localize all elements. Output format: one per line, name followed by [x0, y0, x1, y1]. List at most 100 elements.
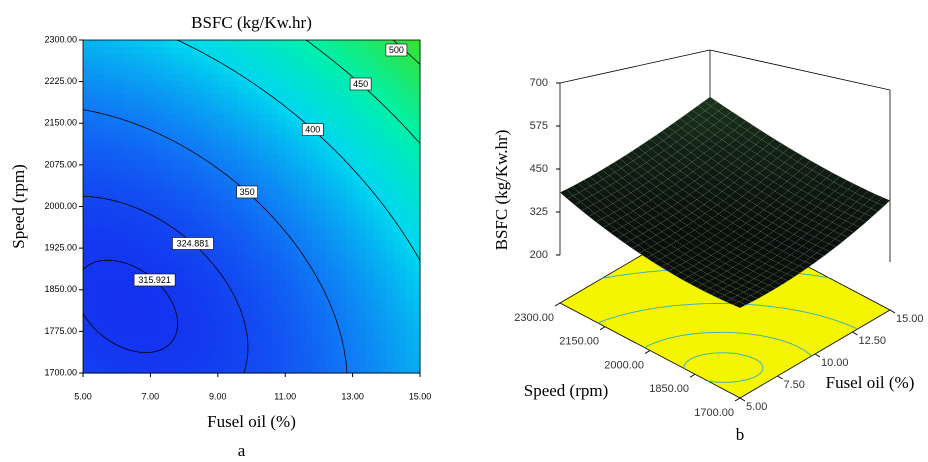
- heat-cell: [136, 193, 145, 201]
- heat-cell: [217, 339, 226, 347]
- heat-cell: [393, 239, 401, 248]
- surface-cell: [755, 281, 770, 289]
- heat-cell: [123, 346, 131, 354]
- heat-cell: [366, 126, 374, 134]
- heat-cell: [150, 359, 158, 367]
- heat-cell: [251, 86, 259, 94]
- heat-cell: [345, 53, 354, 61]
- heat-cell: [278, 359, 286, 367]
- heat-cell: [103, 259, 111, 268]
- heat-cell: [204, 306, 212, 314]
- heat-cell: [332, 40, 340, 48]
- heat-cell: [184, 273, 192, 281]
- heat-cell: [116, 253, 125, 261]
- heat-cell: [366, 353, 374, 361]
- heat-cell: [157, 226, 165, 234]
- heat-cell: [399, 366, 408, 374]
- heat-cell: [291, 119, 300, 128]
- heat-cell: [197, 339, 205, 347]
- heat-cell: [264, 166, 273, 174]
- heat-cell: [123, 139, 131, 148]
- heat-cell: [150, 99, 158, 108]
- heat-cell: [372, 353, 381, 361]
- heat-cell: [103, 213, 111, 221]
- heat-cell: [83, 286, 91, 294]
- heat-cell: [231, 186, 239, 194]
- heat-cell: [298, 193, 307, 201]
- heat-cell: [318, 73, 327, 81]
- heat-cell: [318, 233, 327, 241]
- heat-cell: [258, 59, 266, 68]
- heat-cell: [345, 319, 354, 327]
- heat-cell: [258, 199, 266, 208]
- heat-cell: [352, 53, 360, 61]
- surface-cell: [720, 270, 735, 279]
- surface-cell: [617, 187, 632, 197]
- heat-cell: [103, 193, 111, 201]
- surface-cell: [640, 162, 654, 173]
- heat-cell: [399, 293, 408, 301]
- heat-cell: [406, 213, 414, 221]
- heat-cell: [379, 139, 387, 148]
- heat-cell: [163, 353, 172, 361]
- heat-cell: [359, 106, 367, 114]
- heat-cell: [386, 99, 394, 108]
- heat-cell: [109, 153, 118, 161]
- surface-cell: [684, 250, 699, 259]
- surface-cell: [767, 274, 782, 282]
- heat-cell: [291, 86, 300, 94]
- heat-cell: [413, 319, 421, 327]
- surface-cell: [798, 261, 813, 270]
- heat-cell: [406, 159, 414, 168]
- heat-cell: [399, 333, 408, 341]
- heat-cell: [359, 113, 367, 121]
- heat-cell: [184, 259, 192, 268]
- heat-cell: [379, 159, 387, 168]
- surface-cell: [678, 156, 693, 167]
- heat-cell: [177, 266, 185, 274]
- heat-cell: [83, 186, 91, 194]
- heat-cell: [163, 299, 172, 307]
- heat-cell: [339, 139, 347, 148]
- heat-cell: [359, 353, 367, 361]
- heat-cell: [238, 73, 246, 81]
- heat-cell: [136, 359, 145, 367]
- surface-cell: [637, 142, 652, 154]
- surface-cell: [605, 194, 620, 204]
- heat-cell: [258, 259, 266, 268]
- heat-cell: [413, 346, 421, 354]
- surface-cell: [652, 154, 666, 165]
- heat-cell: [143, 313, 151, 321]
- heat-cell: [352, 313, 360, 321]
- heat-cell: [393, 233, 401, 241]
- heat-cell: [197, 126, 205, 134]
- heat-cell: [325, 186, 333, 194]
- heat-cell: [386, 86, 394, 94]
- heat-cell: [136, 186, 145, 194]
- heat-cell: [157, 193, 165, 201]
- heat-cell: [406, 166, 414, 174]
- heat-cell: [103, 66, 111, 74]
- heat-cell: [83, 339, 91, 347]
- heat-cell: [143, 346, 151, 354]
- heat-cell: [278, 166, 286, 174]
- heat-cell: [399, 319, 408, 327]
- heat-cell: [305, 153, 313, 161]
- heat-cell: [393, 173, 401, 181]
- heat-cell: [345, 186, 354, 194]
- heat-cell: [366, 339, 374, 347]
- heat-cell: [184, 93, 192, 101]
- heat-cell: [271, 313, 280, 321]
- heat-cell: [332, 126, 340, 134]
- heat-cell: [318, 40, 327, 48]
- heat-cell: [366, 99, 374, 108]
- surface-cell: [678, 253, 693, 262]
- heat-cell: [291, 259, 300, 268]
- heat-cell: [217, 366, 226, 374]
- heat-cell: [312, 59, 320, 68]
- heat-cell: [352, 73, 360, 81]
- surface-cell: [846, 223, 861, 233]
- heat-cell: [96, 106, 104, 114]
- heat-cell: [96, 306, 104, 314]
- heat-cell: [386, 126, 394, 134]
